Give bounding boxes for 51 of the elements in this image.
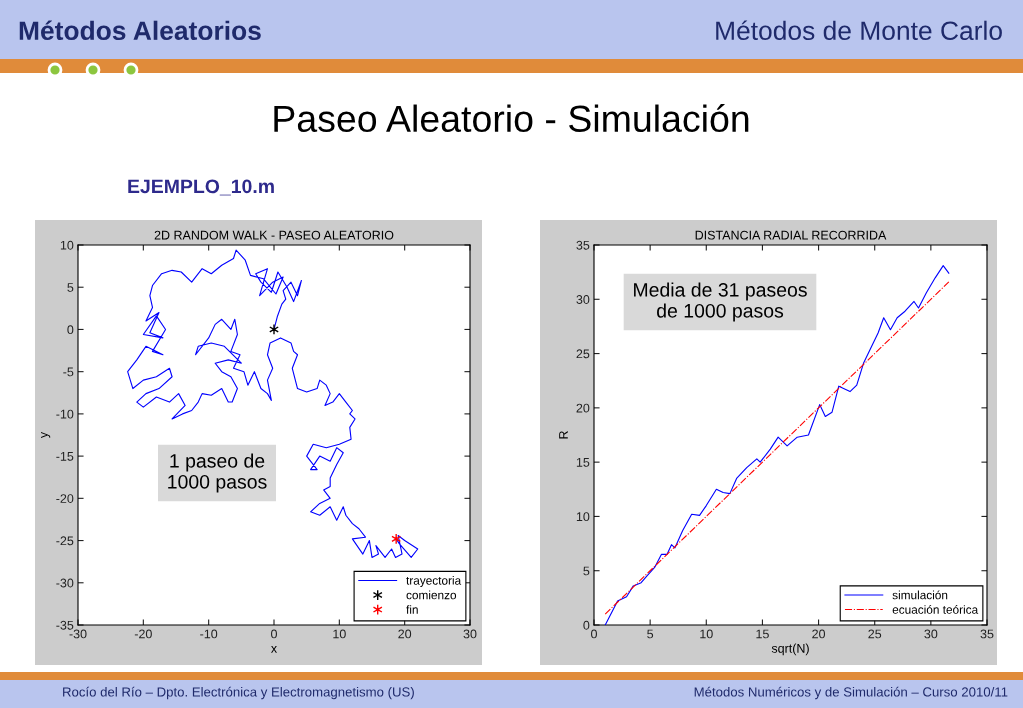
legend-label: fin bbox=[406, 605, 418, 614]
text: Rocío del Río – Dpto. Electrónica y Electromagnetismo (US) bbox=[63, 686, 414, 700]
y-tick-label: 5 bbox=[583, 566, 590, 576]
x-tick-label: 30 bbox=[463, 629, 477, 639]
legend-label: ecuación teórica bbox=[892, 605, 979, 614]
x-tick-label: 35 bbox=[980, 629, 994, 639]
x-tick-label: -20 bbox=[134, 629, 152, 639]
y-tick-label: -20 bbox=[56, 494, 74, 503]
x-tick-label: 10 bbox=[700, 629, 713, 639]
y-tick-label: 30 bbox=[576, 295, 590, 304]
y-tick-label: 25 bbox=[576, 349, 590, 359]
text: Métodos Numéricos y de Simulación – Curso 2010/11 bbox=[694, 686, 1008, 700]
y-tick-label: -30 bbox=[56, 578, 74, 588]
x-tick-label: 5 bbox=[647, 629, 654, 639]
text: Paseo Aleatorio - Simulación bbox=[274, 104, 749, 133]
annotation: 1 paseo de 1000 pasos bbox=[168, 453, 267, 493]
x-tick-label: 20 bbox=[398, 629, 412, 639]
x-tick-label: 25 bbox=[868, 629, 882, 639]
y-tick-label: 20 bbox=[576, 403, 590, 413]
chart-title: DISTANCIA RADIAL RECORRIDA bbox=[695, 230, 887, 240]
x-axis-title: sqrt(N) bbox=[771, 643, 809, 656]
y-tick-label: -5 bbox=[63, 367, 74, 377]
y-tick-label: 35 bbox=[576, 240, 590, 250]
y-tick-label: 10 bbox=[576, 512, 590, 522]
y-tick-label: 15 bbox=[576, 458, 590, 467]
y-tick-label: -25 bbox=[56, 536, 74, 546]
y-tick-label: 0 bbox=[67, 325, 74, 335]
y-axis-title: R bbox=[559, 431, 568, 439]
y-tick-label: -10 bbox=[56, 409, 74, 419]
y-tick-label: 5 bbox=[67, 283, 74, 292]
legend-label: comienzo bbox=[406, 590, 457, 600]
legend-label: simulación bbox=[892, 590, 948, 600]
x-tick-label: -10 bbox=[200, 629, 218, 639]
legend-label: trayectoria bbox=[406, 576, 462, 588]
y-tick-label: 0 bbox=[583, 620, 590, 630]
x-tick-label: 0 bbox=[591, 629, 597, 639]
text: EJEMPLO_10.m bbox=[128, 179, 274, 196]
x-tick-label: 30 bbox=[924, 629, 938, 639]
x-tick-label: 15 bbox=[756, 629, 769, 639]
text: Métodos Aleatorios bbox=[19, 20, 261, 41]
x-tick-label: 0 bbox=[271, 629, 277, 639]
y-tick-label: -15 bbox=[56, 452, 74, 461]
x-tick-label: 10 bbox=[333, 629, 346, 639]
annotation: Media de 31 paseos de 1000 pasos bbox=[634, 282, 807, 322]
y-tick-label: 10 bbox=[60, 240, 74, 250]
chart-title: 2D RANDOM WALK - PASEO ALEATORIO bbox=[154, 230, 394, 240]
x-axis-title: x bbox=[271, 646, 277, 653]
y-tick-label: -35 bbox=[56, 620, 74, 630]
y-axis-title: y bbox=[41, 431, 51, 439]
x-tick-label: 20 bbox=[812, 629, 826, 639]
text: Métodos de Monte Carlo bbox=[716, 20, 1002, 41]
